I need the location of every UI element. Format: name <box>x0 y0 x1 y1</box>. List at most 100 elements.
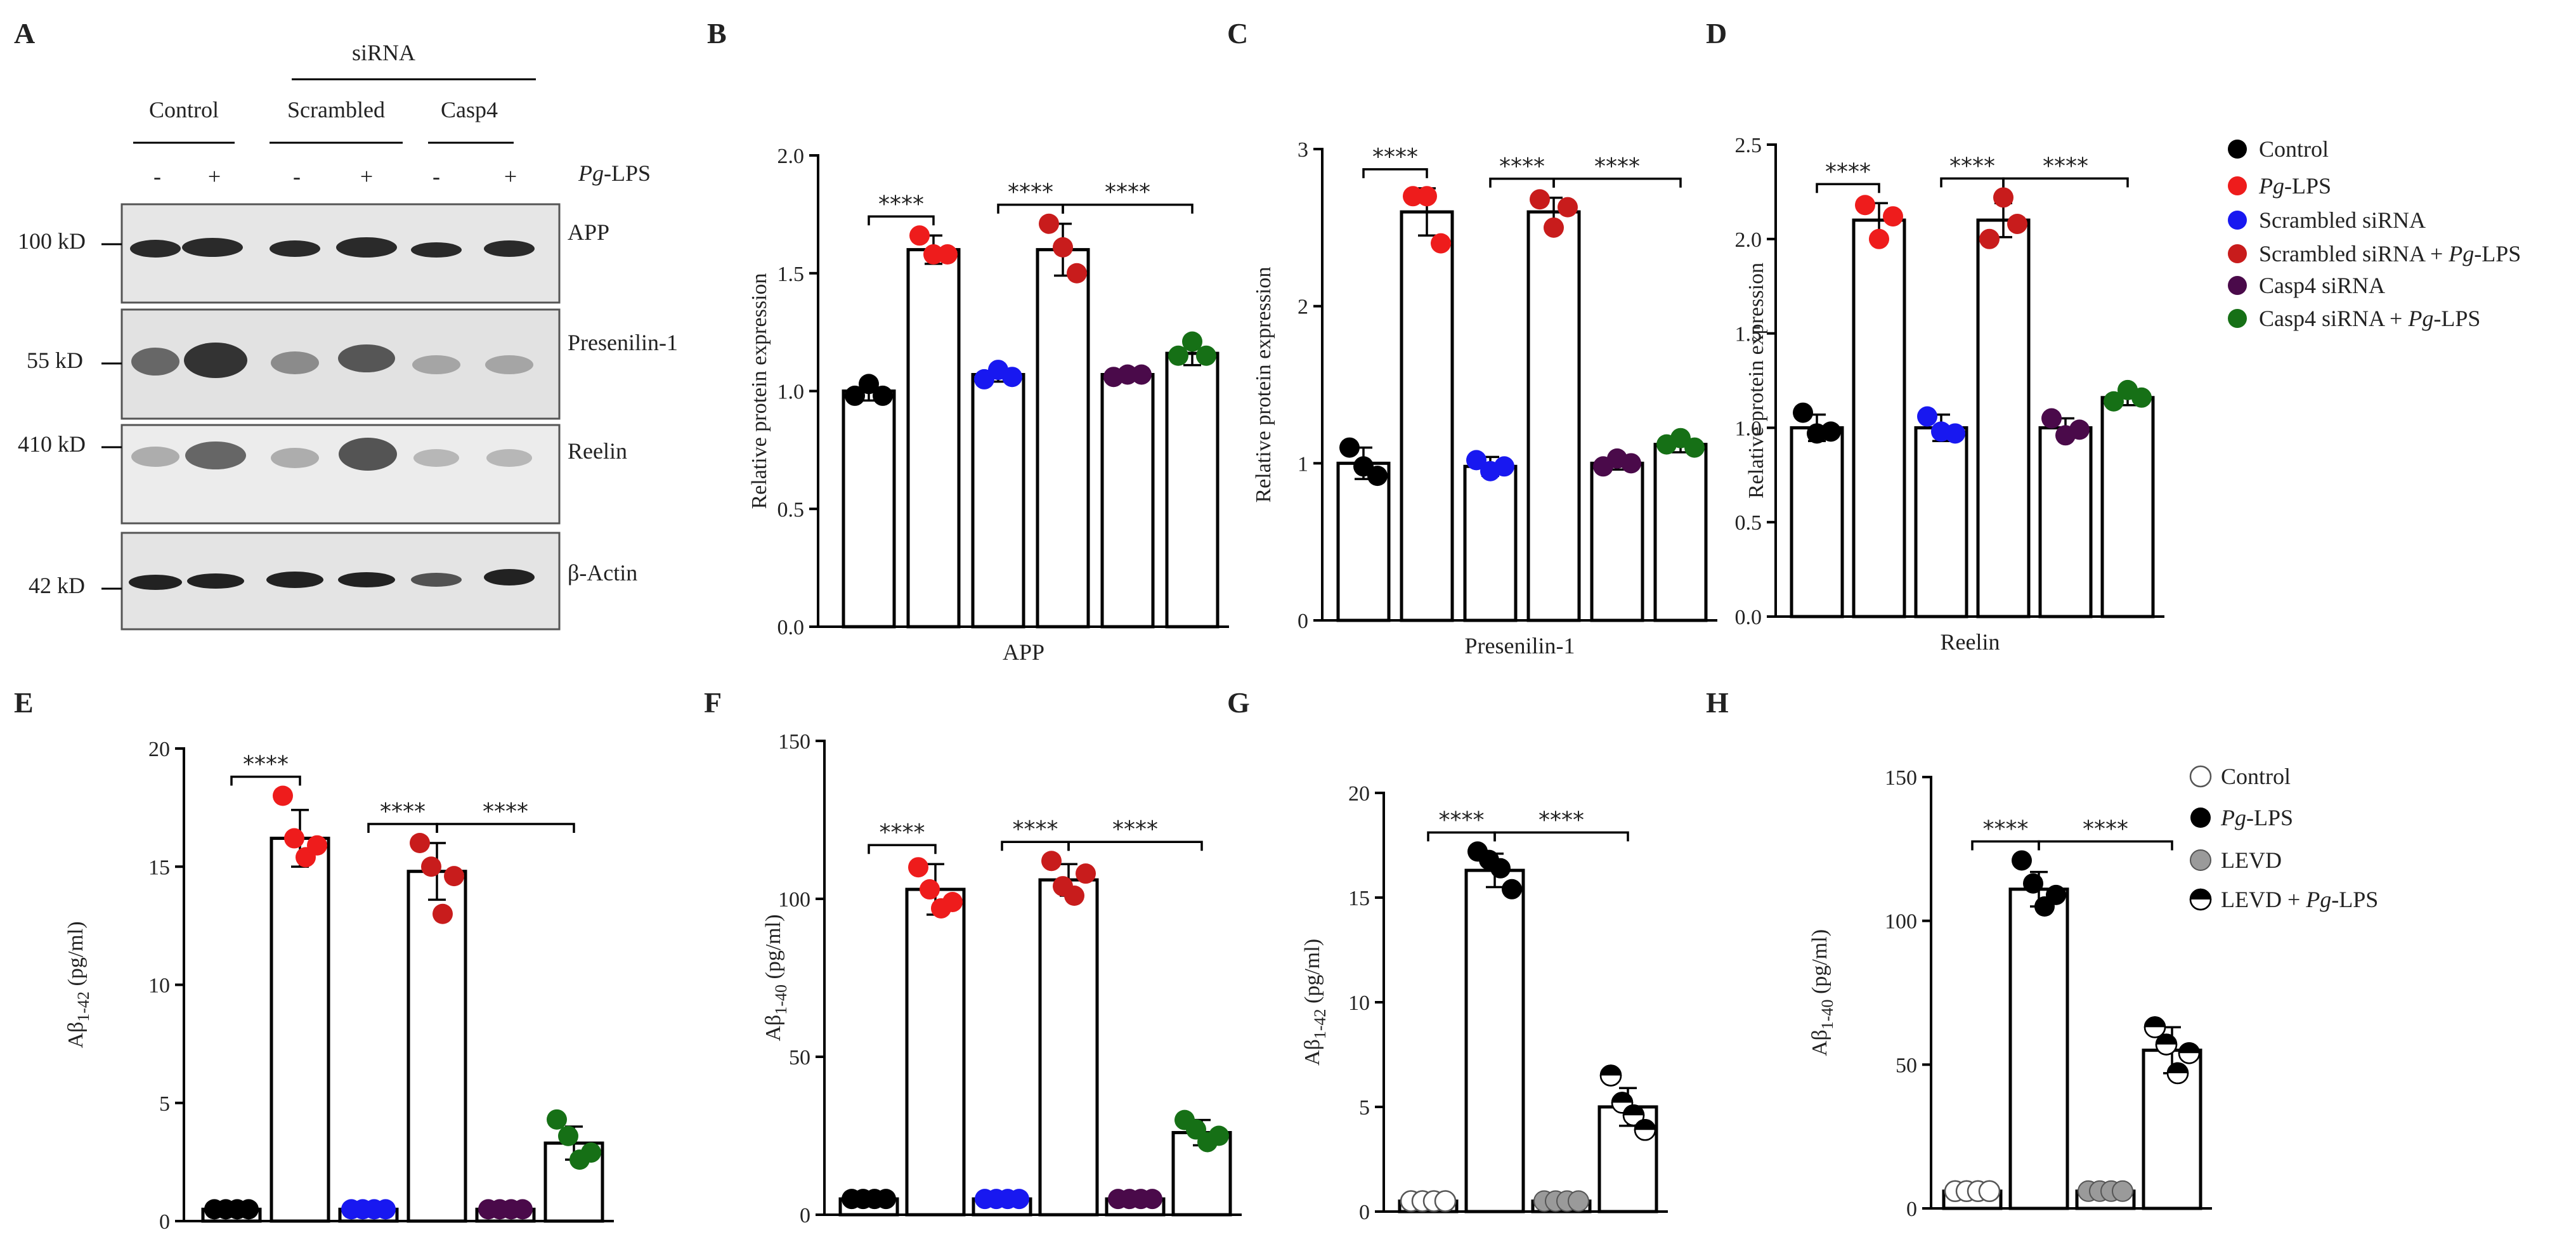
data-point-outline <box>2155 1033 2178 1056</box>
bar <box>2008 887 2069 1210</box>
significance-bracket <box>1067 840 1203 851</box>
legend-item: Control <box>2228 136 2329 162</box>
col-label-casp4: Casp4 <box>441 97 498 122</box>
legend-item: Scrambled siRNA <box>2228 207 2426 233</box>
significance-stars: **** <box>1499 154 1545 180</box>
blot-name: Reelin <box>568 438 627 464</box>
chart-panel-e: E 0 5 10 15 20 Aβ1-42 (pg/ml) **** **** **** <box>14 686 614 1234</box>
sign: - <box>433 164 440 189</box>
bar <box>1036 248 1090 629</box>
data-point <box>433 903 453 924</box>
y-label-unit: (pg/ml) <box>762 914 785 984</box>
legend-marker <box>2228 309 2247 328</box>
y-tick-label: 5 <box>1359 1096 1370 1120</box>
x-axis-label: APP <box>1003 639 1044 665</box>
legend-item: Casp4 siRNA + Pg-LPS <box>2228 306 2480 331</box>
y-axis-label: Aβ1-42 (pg/ml) <box>1301 939 1329 1066</box>
significance-stars: **** <box>878 191 924 217</box>
y-tick-label: 20 <box>148 738 170 761</box>
y-tick-label: 2.0 <box>1735 228 1762 252</box>
significance-stars: **** <box>1439 807 1485 833</box>
data-point <box>421 856 441 877</box>
charts: B 0.0 0.5 1.0 1.5 2.0 Relative protein express… <box>14 17 2212 1234</box>
data-point <box>845 385 865 406</box>
bar <box>1336 461 1391 622</box>
bar <box>2038 426 2093 618</box>
data-point-outline <box>2143 1016 2166 1038</box>
legend-item: Pg-LPS <box>2228 173 2331 199</box>
y-tick-label: 1.0 <box>777 381 805 404</box>
legend-text: Control <box>2221 764 2291 789</box>
legend-marker-shape <box>2189 888 2212 911</box>
data-point <box>1417 186 1437 207</box>
y-tick-label: 20 <box>1348 782 1370 806</box>
data-point <box>1067 263 1087 284</box>
significance-bracket <box>1971 840 2040 851</box>
y-tick-label: 50 <box>789 1046 810 1069</box>
bar <box>1976 218 2031 618</box>
sirna-group-label: siRNA <box>352 40 415 65</box>
bar <box>1165 351 1220 629</box>
panel-label: H <box>1706 686 1729 719</box>
data-point <box>238 1199 259 1220</box>
significance-bracket <box>868 215 935 226</box>
significance-stars: **** <box>243 752 289 778</box>
blot-name: β-Actin <box>568 560 637 585</box>
legend-text: Scrambled siRNA <box>2259 207 2426 233</box>
data-point <box>1466 450 1486 471</box>
significance-stars: **** <box>2043 153 2088 179</box>
y-label-main: Aβ <box>64 1022 88 1049</box>
col-label-control: Control <box>149 97 219 122</box>
data-point <box>1403 186 1423 207</box>
chart-panel-d: D 0.0 0.5 1.0 1.5 2.0 2.5 Relative protein expr… <box>1706 17 2164 655</box>
panel-label: E <box>14 686 34 719</box>
legend-text: Casp4 siRNA + Pg-LPS <box>2259 306 2480 331</box>
data-point <box>1978 1180 2001 1203</box>
chart-panel-f: F 0 50 100 150 Aβ1-40 (pg/ml) **** **** **** <box>704 686 1242 1227</box>
significance-bracket <box>1816 183 1880 193</box>
y-tick-label: 5 <box>159 1092 170 1116</box>
bar <box>1464 868 1525 1213</box>
data-point <box>942 891 963 912</box>
y-tick-label: 150 <box>1885 766 1917 790</box>
legend-marker <box>2190 808 2211 828</box>
data-point <box>2155 1033 2178 1056</box>
data-point <box>2069 419 2090 440</box>
y-axis-label: Relative protein expression <box>1252 266 1275 502</box>
y-label-main: Aβ <box>1301 1039 1324 1066</box>
significance-stars: **** <box>1105 180 1150 206</box>
significance-stars: **** <box>1538 807 1584 833</box>
significance-bracket <box>230 775 301 786</box>
legend-marker <box>2228 276 2247 295</box>
legend-marker <box>2228 244 2247 263</box>
data-point <box>1182 331 1202 352</box>
y-label-unit: (pg/ml) <box>64 921 88 991</box>
significance-bracket <box>436 823 575 833</box>
y-tick-label: 1.5 <box>1735 323 1762 346</box>
significance-bracket <box>1493 831 1629 842</box>
y-axis-label: Aβ1-40 (pg/ml) <box>762 914 790 1041</box>
mw-label: 42 kD <box>29 573 85 598</box>
significance-stars: **** <box>2083 816 2128 842</box>
bar <box>1038 878 1099 1217</box>
y-label-sub: 1-42 <box>74 991 93 1022</box>
bar <box>1590 461 1644 622</box>
legend-text: Casp4 siRNA <box>2259 273 2385 298</box>
bar <box>1100 372 1155 629</box>
y-label-main: Aβ <box>1808 1030 1831 1056</box>
data-point <box>923 244 944 265</box>
legend-marker-shape-outline <box>2189 888 2212 911</box>
significance-bracket <box>2038 840 2173 851</box>
data-point <box>1490 858 1511 879</box>
data-point <box>1945 423 1965 444</box>
data-point-half <box>2168 1063 2188 1073</box>
y-tick-label: 0.0 <box>777 616 805 639</box>
data-point <box>2012 850 2032 871</box>
data-point-half <box>1623 1105 1644 1116</box>
y-tick-label: 150 <box>778 730 810 754</box>
data-point <box>1917 406 1937 427</box>
data-point <box>1142 1189 1162 1210</box>
data-point <box>1196 345 1216 366</box>
data-point <box>1544 217 1564 238</box>
data-point <box>444 866 464 887</box>
